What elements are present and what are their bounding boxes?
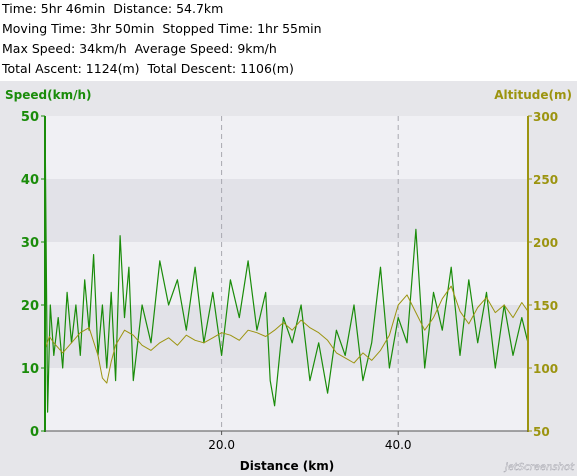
- y-left-tick-label: 50: [21, 110, 39, 125]
- vertical-gridlines: [221, 116, 399, 431]
- stat-time: Time: 5hr 46min: [2, 1, 106, 16]
- plot-band: [45, 116, 528, 179]
- y-left-tick-label: 10: [21, 362, 39, 377]
- plot-band: [45, 242, 528, 305]
- stats-line-ascent: Total Ascent: 1124(m) Total Descent: 1106…: [2, 61, 302, 76]
- speed-altitude-chart: 0 10 20 30 40 50 50 100 150 200 250 300 20.0 40.0 Spe…: [5, 88, 576, 473]
- stat-total-ascent: Total Ascent: 1124(m): [2, 61, 140, 76]
- stats-line-moving: Moving Time: 3hr 50min Stopped Time: 1hr …: [2, 21, 330, 36]
- y-right-tick-label: 300: [533, 110, 558, 124]
- y-axis-label-left: Speed(km/h): [5, 88, 91, 102]
- plot-band: [45, 179, 528, 242]
- stat-max-speed: Max Speed: 34km/h: [2, 41, 127, 56]
- speed-series-line: [44, 115, 529, 413]
- watermark-text: jetScreenshot: [503, 462, 575, 473]
- watermark: jetScreenshot: [503, 462, 576, 473]
- stats-line-speed: Max Speed: 34km/h Average Speed: 9km/h: [2, 41, 285, 56]
- x-tick-label: 20.0: [208, 438, 235, 452]
- stat-average-speed: Average Speed: 9km/h: [134, 41, 277, 56]
- x-tick-label: 40.0: [385, 438, 412, 452]
- stat-stopped-time: Stopped Time: 1hr 55min: [162, 21, 322, 36]
- stat-distance: Distance: 54.7km: [113, 1, 224, 16]
- plot-band: [45, 305, 528, 368]
- stats-line-time: Time: 5hr 46min Distance: 54.7km: [2, 1, 231, 16]
- stats-panel: Time: 5hr 46min Distance: 54.7km Moving T…: [0, 0, 577, 81]
- plot-band: [45, 368, 528, 431]
- y-left-tick-label: 20: [21, 299, 39, 314]
- stat-total-descent: Total Descent: 1106(m): [147, 61, 294, 76]
- y-right-tick-label: 50: [533, 425, 550, 439]
- y-right-tick-label: 150: [533, 299, 558, 313]
- y-right-tick-label: 250: [533, 173, 558, 187]
- chart-axes: 0 10 20 30 40 50 50 100 150 200 250 300 20.0 40.0: [21, 110, 558, 452]
- stat-moving-time: Moving Time: 3hr 50min: [2, 21, 155, 36]
- y-left-tick-label: 30: [21, 236, 39, 251]
- y-left-tick-label: 40: [21, 173, 39, 188]
- y-right-tick-label: 200: [533, 236, 558, 250]
- y-left-tick-label: 0: [30, 425, 39, 440]
- y-right-tick-label: 100: [533, 362, 558, 376]
- y-axis-label-right: Altitude(m): [494, 88, 572, 102]
- plot-bands: [45, 116, 528, 431]
- altitude-series-line: [44, 285, 529, 384]
- chart-series: [44, 115, 529, 413]
- x-axis-label: Distance (km): [240, 459, 334, 473]
